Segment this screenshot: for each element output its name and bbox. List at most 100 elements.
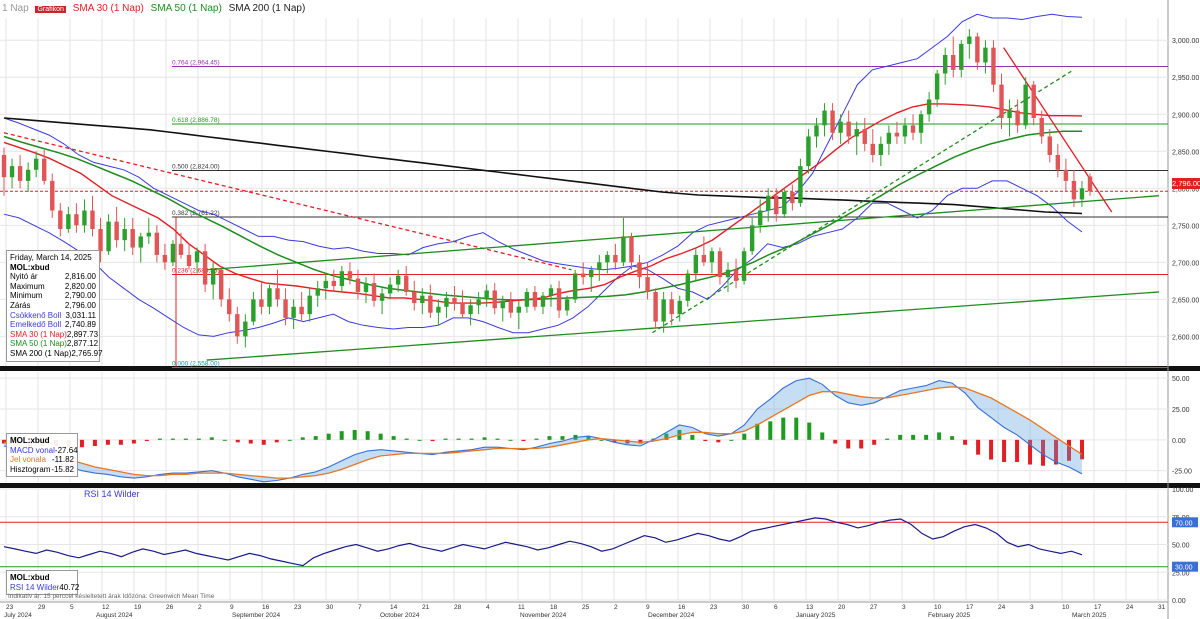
info-label: Maximum <box>10 281 45 291</box>
x-day-tick: 7 <box>358 604 362 611</box>
x-day-tick: 17 <box>1094 604 1102 611</box>
candle-body <box>959 43 964 70</box>
candle-body <box>1023 84 1028 126</box>
x-day-tick: 30 <box>326 604 334 611</box>
macd-info-value: -11.82 <box>51 455 74 465</box>
macd-histogram-bar <box>261 439 266 445</box>
macd-histogram-bar <box>131 439 136 444</box>
macd-histogram-bar <box>755 423 760 440</box>
candle-body <box>564 299 570 311</box>
macd-histogram-bar <box>287 439 292 441</box>
macd-histogram-bar <box>404 438 409 440</box>
candle-body <box>452 297 457 304</box>
candle-body <box>251 299 256 322</box>
candle-body <box>98 229 103 252</box>
x-month-label: February 2025 <box>928 612 971 619</box>
x-day-tick: 3 <box>1030 604 1034 611</box>
x-day-tick: 31 <box>1158 604 1166 611</box>
candle-body <box>854 129 859 137</box>
rsi-info-row: RSI 14 Wilder 40.72 <box>10 582 79 593</box>
candle-body <box>508 300 513 313</box>
candle-body <box>460 303 465 315</box>
macd-y-tick-label: 0.00 <box>1172 438 1186 445</box>
candle-body <box>33 158 39 170</box>
candle-body <box>404 275 409 292</box>
x-day-tick: 2 <box>614 604 618 611</box>
candle-body <box>870 143 875 155</box>
candle-body <box>436 306 441 313</box>
candle-body <box>138 236 143 248</box>
macd-histogram-bar <box>157 438 162 440</box>
candle-body <box>862 129 867 144</box>
candle-body <box>178 243 184 255</box>
candle-body <box>106 221 111 252</box>
macd-info-value: -27.64 <box>54 445 78 455</box>
macd-histogram-bar <box>274 439 279 443</box>
candle-body <box>1039 117 1044 137</box>
candle-body <box>685 273 690 301</box>
x-day-tick: 16 <box>262 604 270 611</box>
info-symbol: MOL:xbud <box>10 262 50 272</box>
info-label: SMA 30 (1 Nap) <box>10 329 67 339</box>
macd-histogram-bar <box>794 417 799 440</box>
candle-body <box>524 291 530 307</box>
fib-level-label: 0.764 (2,964.45) <box>172 60 220 67</box>
macd-histogram-bar <box>716 439 721 443</box>
x-day-tick: 19 <box>134 604 142 611</box>
x-day-tick: 16 <box>678 604 686 611</box>
candle-body <box>186 254 192 267</box>
y-tick-label: 2,950.00 <box>1172 75 1199 82</box>
candle-body <box>677 300 682 315</box>
macd-histogram-bar <box>1067 439 1072 461</box>
candle-body <box>210 269 216 285</box>
candle-body <box>1087 176 1093 192</box>
legend-sma30[interactable]: SMA 30 (1 Nap) <box>72 3 144 14</box>
footnote: Indikatív ár: 15 perccel késleltetett ár… <box>8 593 215 600</box>
macd-histogram-bar <box>898 434 903 440</box>
macd-info-label: MACD vonal <box>10 445 55 455</box>
y-tick-label: 2,850.00 <box>1172 149 1199 156</box>
panel-separator <box>0 483 1200 488</box>
candle-body <box>838 121 843 133</box>
chart-type-badge[interactable]: Grafikon <box>35 6 66 13</box>
x-month-label: March 2025 <box>1072 612 1107 619</box>
macd-histogram-bar <box>833 439 838 444</box>
macd-histogram-bar <box>703 439 708 442</box>
info-value: 2,790.00 <box>64 291 96 301</box>
x-day-tick: 10 <box>934 604 942 611</box>
candle-body <box>983 47 988 63</box>
candle-body <box>902 125 908 137</box>
info-row: SMA 50 (1 Nap) 2,877.12 <box>10 339 98 349</box>
candle-body <box>355 278 361 292</box>
macd-histogram-bar <box>924 434 929 440</box>
rsi-info-label: RSI 14 Wilder <box>10 582 60 592</box>
candle-body <box>307 295 312 315</box>
x-day-tick: 14 <box>390 604 398 611</box>
candle-body <box>484 290 489 300</box>
candle-body <box>886 132 892 144</box>
candle-body <box>846 121 851 137</box>
macd-histogram-bar <box>690 434 695 440</box>
candle-body <box>315 288 320 296</box>
candle-body <box>9 166 15 178</box>
legend-sma200[interactable]: SMA 200 (1 Nap) <box>228 3 306 14</box>
x-day-tick: 5 <box>70 604 74 611</box>
candle-body <box>548 288 554 296</box>
info-label: SMA 50 (1 Nap) <box>10 339 67 349</box>
macd-histogram-bar <box>742 433 747 440</box>
candle-body <box>806 136 811 167</box>
trendline <box>652 70 1072 334</box>
candle-body <box>661 299 666 322</box>
macd-histogram-bar <box>547 436 552 440</box>
macd-histogram-bar <box>495 438 500 440</box>
macd-histogram-bar <box>79 439 84 448</box>
top-legend: 1 Nap Grafikon SMA 30 (1 Nap) SMA 50 (1 … <box>2 2 309 15</box>
legend-sma50[interactable]: SMA 50 (1 Nap) <box>150 3 222 14</box>
candle-body <box>154 232 160 255</box>
candle-body <box>58 210 63 230</box>
y-tick-label: 3,000.00 <box>1172 38 1199 45</box>
fib-level-label: 0.236 (2,683.55) <box>172 268 220 275</box>
candle-body <box>500 300 505 309</box>
fib-level-label: 0.500 (2,824.00) <box>172 164 220 171</box>
rsi-level-badge <box>1172 517 1198 528</box>
